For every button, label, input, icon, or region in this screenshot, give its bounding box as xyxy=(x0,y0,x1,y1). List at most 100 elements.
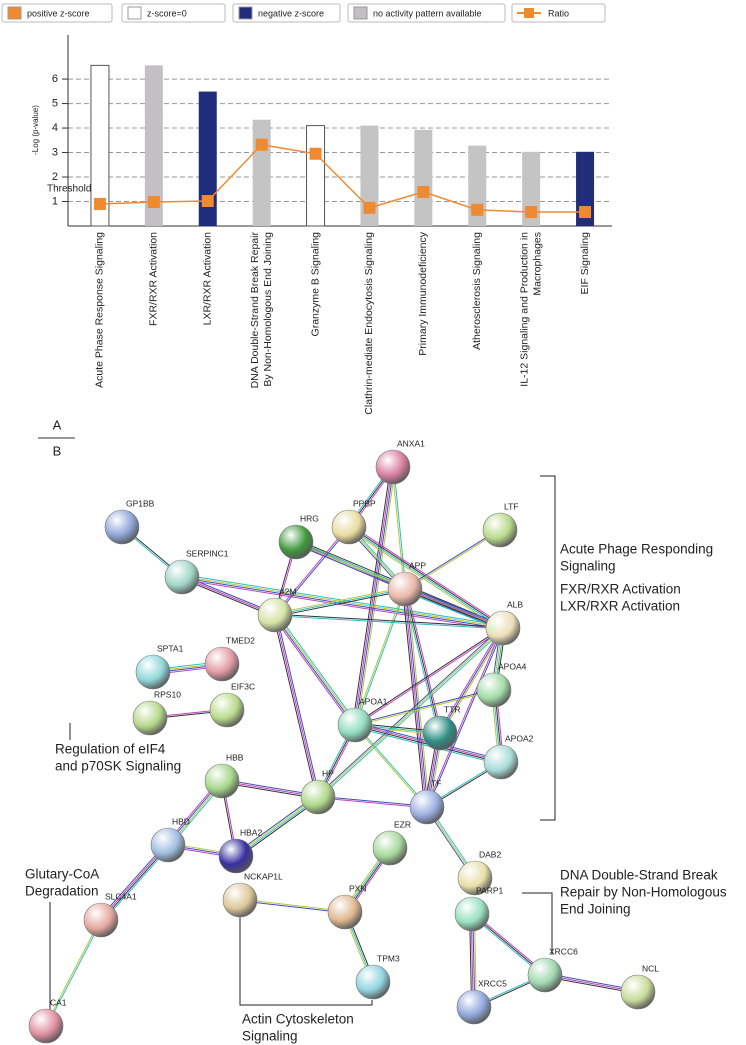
node-label: TPM3 xyxy=(377,953,400,963)
panel-label: A xyxy=(53,417,62,432)
legend-swatch xyxy=(238,6,253,20)
bar xyxy=(306,125,326,227)
pathway-annotation: Regulation of eIF4 xyxy=(55,742,166,757)
protein-node xyxy=(83,902,119,938)
bar xyxy=(360,125,379,226)
edge xyxy=(355,724,428,807)
x-tick-label: EIF Signaling xyxy=(579,232,591,295)
edge xyxy=(402,589,439,734)
x-tick-label: LXR/RXR Activation xyxy=(202,232,214,326)
edge xyxy=(272,615,317,798)
node-label: EIF3C xyxy=(231,681,255,691)
ratio-marker xyxy=(255,138,268,151)
legend-label: negative z-score xyxy=(258,8,324,18)
node-label: XRCC5 xyxy=(478,978,507,988)
protein-node xyxy=(331,509,367,545)
edge xyxy=(275,590,406,618)
pathway-annotation: Repair by Non-Homologous xyxy=(560,885,727,900)
ratio-marker xyxy=(471,203,484,216)
y-tick-label: 1 xyxy=(52,195,58,207)
protein-node xyxy=(337,707,373,743)
edge xyxy=(354,626,503,725)
node-label: TTR xyxy=(444,704,461,714)
protein-node xyxy=(218,838,254,874)
protein-node xyxy=(387,571,423,607)
node-label: PPBP xyxy=(353,498,376,508)
node-label: PARP1 xyxy=(476,885,504,895)
ratio-marker xyxy=(363,201,376,214)
x-tick-label: Macrophages xyxy=(531,232,543,296)
y-axis-label: -Log (p-value) xyxy=(31,105,40,155)
node-label: SLC4A1 xyxy=(105,891,137,901)
ratio-marker xyxy=(579,206,592,219)
protein-node xyxy=(372,830,408,866)
protein-node xyxy=(422,715,458,751)
node-label: HBA2 xyxy=(240,827,262,837)
edge xyxy=(353,588,405,725)
x-tick-label: By Non-Homologous End Joining xyxy=(262,232,274,387)
node-label: APOA1 xyxy=(359,696,388,706)
ratio-marker xyxy=(201,195,214,208)
pathway-annotation: DNA Double-Strand Break xyxy=(560,868,718,883)
protein-node xyxy=(409,789,445,825)
edge xyxy=(404,588,441,734)
x-tick-label: Atherosclerosis Signaling xyxy=(471,232,483,350)
legend-label: positive z-score xyxy=(27,8,90,18)
edge xyxy=(439,627,504,734)
edge xyxy=(425,627,503,807)
edge xyxy=(355,467,395,726)
edge xyxy=(275,614,357,725)
node-label: ALB xyxy=(507,599,523,609)
legend-swatch xyxy=(524,8,534,18)
protein-node xyxy=(327,894,363,930)
edge xyxy=(403,589,427,808)
node-label: APP xyxy=(409,560,426,570)
edge xyxy=(354,725,427,808)
node-label: PXN xyxy=(349,883,366,893)
protein-node xyxy=(485,610,521,646)
node-label: EZR xyxy=(394,819,411,829)
edge xyxy=(355,589,407,726)
pathway-annotation: LXR/RXR Activation xyxy=(560,599,680,614)
bar xyxy=(90,64,110,227)
node-label: HRG xyxy=(300,513,319,523)
pathway-annotation: Signaling xyxy=(242,1029,298,1044)
edge xyxy=(355,628,504,727)
edge xyxy=(274,526,349,615)
legend-label: z-score=0 xyxy=(147,8,187,18)
protein-node xyxy=(135,654,171,690)
protein-node xyxy=(620,974,656,1010)
edge xyxy=(406,588,430,807)
edge xyxy=(274,615,503,630)
edge xyxy=(276,613,358,724)
panel-label: B xyxy=(53,443,62,458)
protein-node xyxy=(456,989,492,1025)
y-tick-label: 3 xyxy=(52,146,58,158)
node-label: LTF xyxy=(504,501,518,511)
legend-label: Ratio xyxy=(548,8,569,18)
edge xyxy=(239,900,345,914)
edge xyxy=(317,627,504,798)
edge xyxy=(273,615,355,726)
x-tick-label: FXR/RXR Activation xyxy=(148,232,160,326)
edge xyxy=(403,590,503,631)
ratio-line xyxy=(99,143,586,213)
legend-label: no activity pattern available xyxy=(373,8,482,18)
bar xyxy=(144,65,163,226)
edge xyxy=(353,466,393,725)
edge xyxy=(274,586,405,614)
edge xyxy=(272,616,354,727)
legend-swatch xyxy=(7,6,22,20)
node-label: SPTA1 xyxy=(157,643,184,653)
x-tick-label: DNA Double-Strand Break Repair xyxy=(249,232,261,389)
protein-node xyxy=(204,763,240,799)
protein-node xyxy=(278,524,314,560)
node-label: SERPINC1 xyxy=(186,548,229,558)
protein-node xyxy=(527,957,563,993)
edge xyxy=(181,578,503,631)
edge xyxy=(402,589,426,808)
threshold-label: Threshold xyxy=(47,184,91,195)
protein-node xyxy=(457,860,493,896)
protein-node xyxy=(257,597,293,633)
